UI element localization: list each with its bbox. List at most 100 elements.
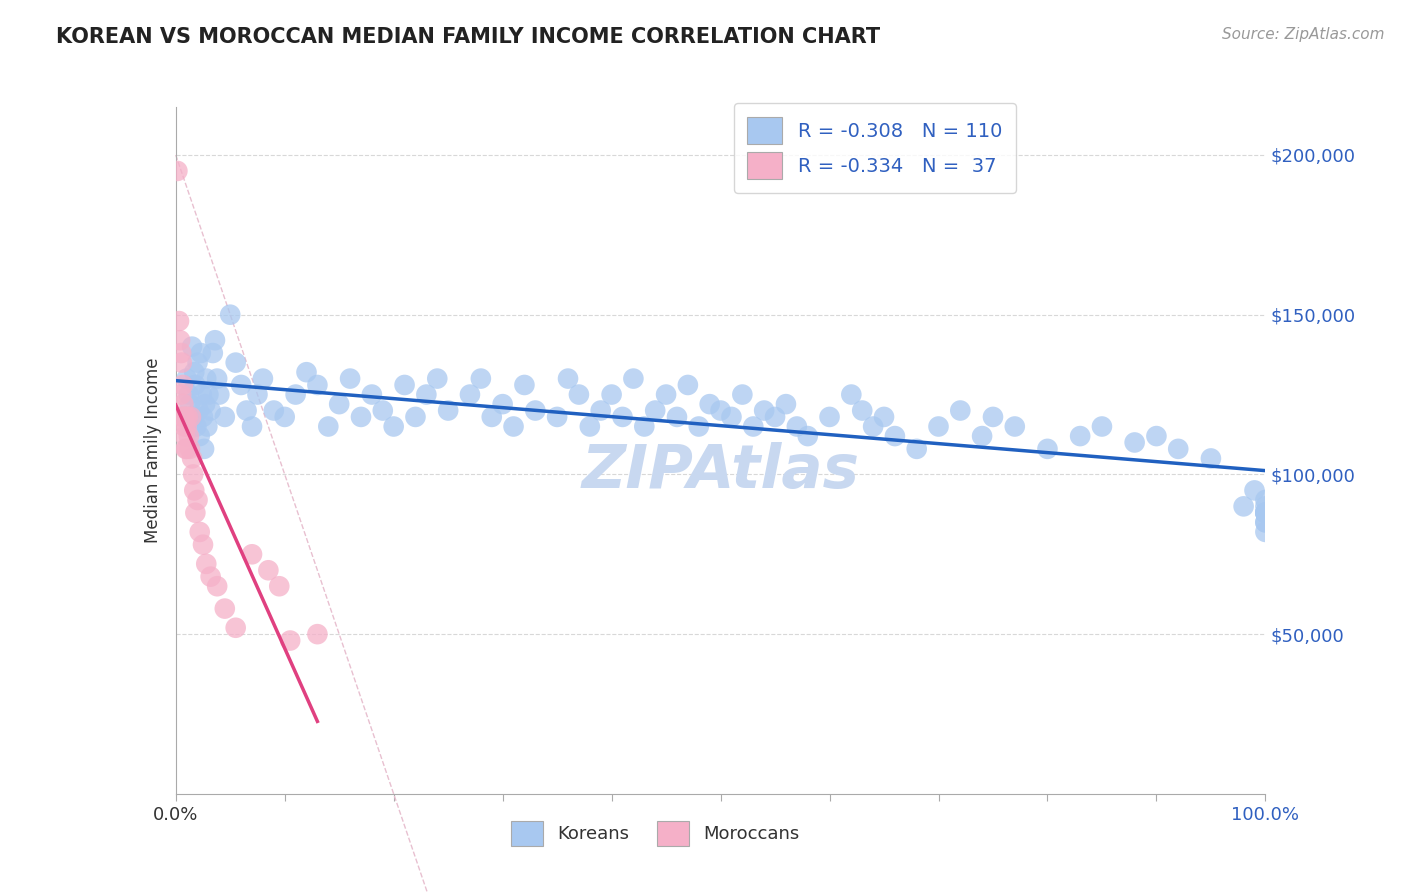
Point [928, 419, 950, 434]
Point [568, 387, 591, 401]
Point [240, 547, 263, 561]
Point [181, 451, 204, 466]
Point [167, 314, 190, 328]
Point [458, 387, 481, 401]
Point [295, 365, 318, 379]
Point [186, 419, 208, 434]
Point [873, 409, 896, 424]
Point [1243, 483, 1265, 498]
Point [1233, 500, 1256, 514]
Point [170, 346, 193, 360]
Point [195, 371, 218, 385]
Point [170, 387, 193, 401]
Point [197, 387, 219, 401]
Point [754, 403, 776, 417]
Point [180, 409, 202, 424]
Text: KOREAN VS MOROCCAN MEDIAN FAMILY INCOME CORRELATION CHART: KOREAN VS MOROCCAN MEDIAN FAMILY INCOME … [56, 27, 880, 46]
Point [699, 397, 721, 411]
Point [183, 483, 205, 498]
Point [177, 387, 200, 401]
Point [720, 409, 742, 424]
Point [188, 429, 211, 443]
Point [201, 346, 224, 360]
Point [742, 419, 765, 434]
Point [269, 579, 291, 593]
Point [183, 365, 205, 379]
Point [172, 409, 194, 424]
Point [177, 429, 200, 443]
Point [252, 371, 274, 385]
Point [949, 403, 972, 417]
Point [1167, 442, 1189, 456]
Point [257, 563, 280, 577]
Point [179, 397, 201, 411]
Point [786, 419, 808, 434]
Point [278, 633, 301, 648]
Point [195, 419, 218, 434]
Point [186, 356, 209, 370]
Point [394, 378, 416, 392]
Point [1254, 493, 1277, 508]
Point [184, 378, 207, 392]
Point [1091, 419, 1114, 434]
Point [200, 403, 222, 417]
Point [307, 378, 329, 392]
Point [644, 403, 666, 417]
Text: Source: ZipAtlas.com: Source: ZipAtlas.com [1222, 27, 1385, 42]
Point [174, 409, 197, 424]
Point [194, 397, 217, 411]
Point [350, 409, 373, 424]
Point [176, 371, 198, 385]
Point [502, 419, 524, 434]
Point [612, 409, 634, 424]
Point [676, 378, 699, 392]
Point [415, 387, 437, 401]
Point [204, 333, 226, 347]
Point [818, 409, 841, 424]
Point [1254, 506, 1277, 520]
Point [173, 419, 195, 434]
Point [1123, 435, 1146, 450]
Point [190, 346, 212, 360]
Point [191, 538, 214, 552]
Point [797, 429, 820, 443]
Point [187, 403, 209, 417]
Point [205, 371, 228, 385]
Point [174, 429, 197, 443]
Point [172, 397, 194, 411]
Point [763, 409, 786, 424]
Point [1036, 442, 1059, 456]
Point [905, 442, 928, 456]
Point [231, 378, 253, 392]
Point [1254, 506, 1277, 520]
Point [186, 493, 209, 508]
Point [176, 419, 198, 434]
Text: ZIPAtlas: ZIPAtlas [582, 442, 859, 500]
Point [219, 308, 242, 322]
Point [214, 601, 236, 615]
Point [184, 506, 207, 520]
Point [181, 467, 204, 482]
Point [437, 403, 460, 417]
Point [172, 378, 194, 392]
Point [1069, 429, 1091, 443]
Point [166, 164, 188, 178]
Point [176, 442, 198, 456]
Point [513, 378, 536, 392]
Point [972, 429, 994, 443]
Point [621, 371, 644, 385]
Point [208, 387, 231, 401]
Point [1254, 516, 1277, 530]
Point [181, 340, 204, 354]
Point [274, 409, 297, 424]
Point [173, 409, 195, 424]
Point [181, 409, 204, 424]
Point [339, 371, 361, 385]
Point [240, 419, 263, 434]
Legend: Koreans, Moroccans: Koreans, Moroccans [503, 814, 807, 854]
Point [1254, 524, 1277, 539]
Point [191, 409, 214, 424]
Point [470, 371, 492, 385]
Point [884, 429, 907, 443]
Point [710, 403, 733, 417]
